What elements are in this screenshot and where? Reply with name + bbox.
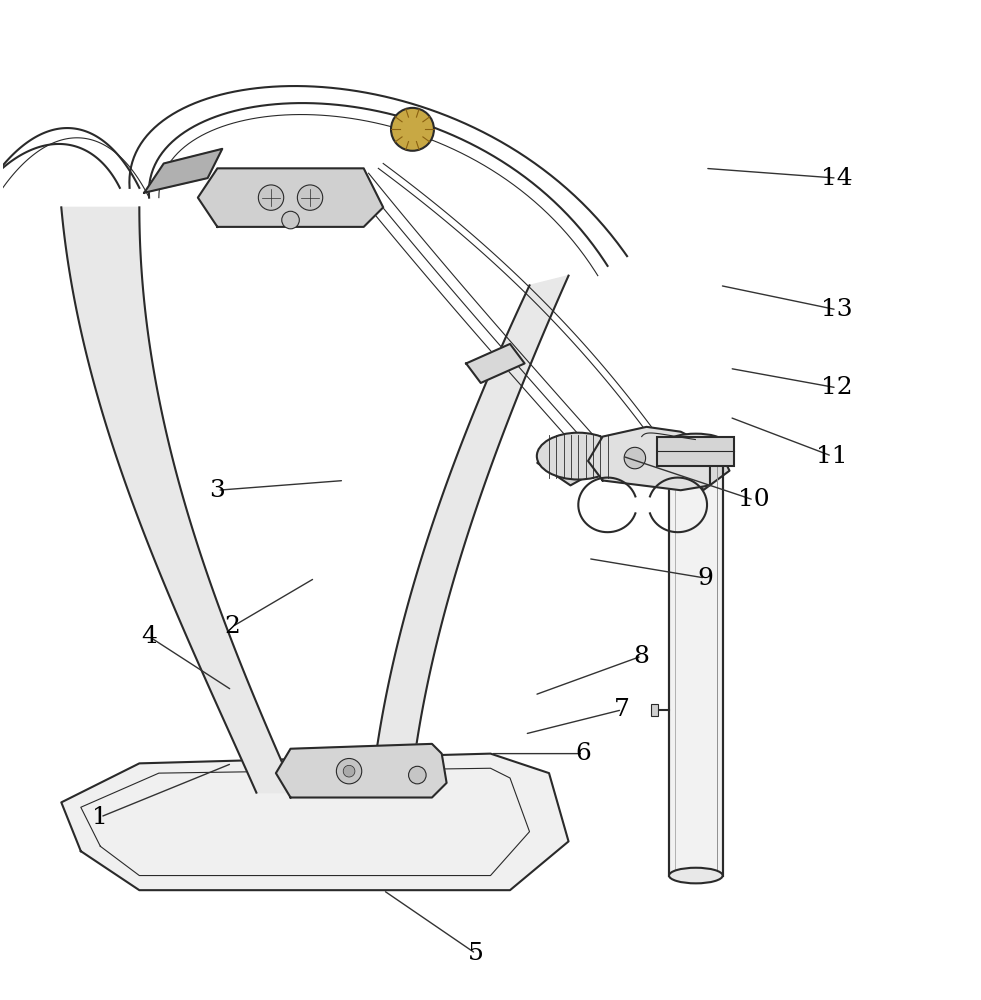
Circle shape — [391, 108, 434, 151]
Polygon shape — [144, 149, 223, 193]
Polygon shape — [61, 207, 295, 793]
Bar — [669, 441, 723, 876]
Polygon shape — [374, 276, 569, 773]
Circle shape — [624, 447, 645, 469]
Polygon shape — [198, 168, 384, 227]
Polygon shape — [466, 344, 525, 383]
Polygon shape — [538, 440, 588, 485]
Circle shape — [343, 765, 355, 777]
Text: 4: 4 — [141, 625, 157, 648]
Polygon shape — [276, 744, 446, 798]
Bar — [657, 437, 735, 466]
Circle shape — [282, 211, 299, 229]
Bar — [651, 704, 658, 716]
Circle shape — [408, 766, 426, 784]
Circle shape — [258, 185, 284, 210]
Ellipse shape — [669, 434, 723, 449]
Ellipse shape — [669, 868, 723, 883]
Circle shape — [297, 185, 323, 210]
Ellipse shape — [537, 433, 620, 480]
Text: 2: 2 — [224, 615, 240, 638]
Circle shape — [336, 758, 362, 784]
Text: 3: 3 — [209, 479, 226, 502]
Text: 6: 6 — [575, 742, 592, 765]
Text: 13: 13 — [821, 298, 852, 321]
Text: 11: 11 — [816, 445, 848, 468]
Text: 5: 5 — [468, 942, 484, 965]
Text: 12: 12 — [821, 376, 852, 399]
Text: 8: 8 — [634, 645, 649, 668]
Text: 14: 14 — [821, 167, 852, 190]
Polygon shape — [588, 427, 710, 490]
Text: 10: 10 — [738, 488, 770, 512]
Text: 1: 1 — [92, 806, 108, 829]
Text: 7: 7 — [614, 698, 630, 721]
Polygon shape — [686, 440, 730, 490]
Polygon shape — [61, 754, 569, 890]
Text: 9: 9 — [697, 567, 713, 590]
